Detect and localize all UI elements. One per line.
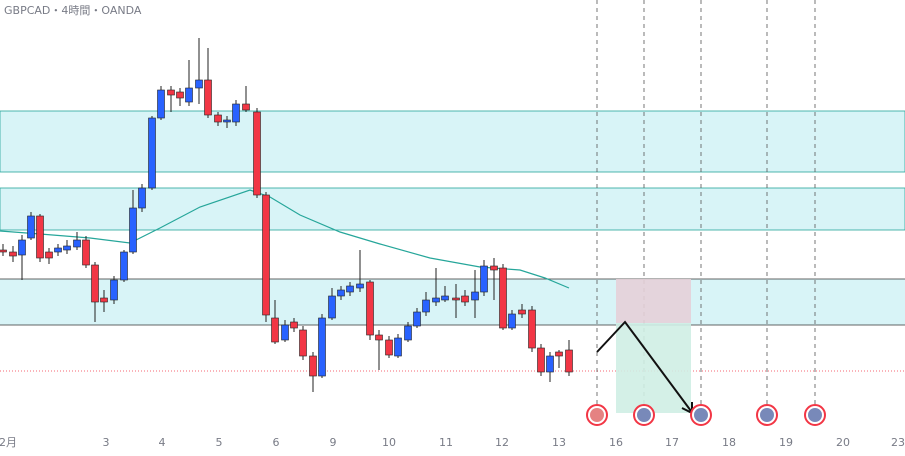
candle-body bbox=[185, 87, 193, 103]
x-tick-label: 10 bbox=[382, 436, 396, 449]
candle-body bbox=[45, 251, 53, 259]
candle-body bbox=[120, 251, 128, 281]
candle-body bbox=[452, 297, 460, 301]
candle-body bbox=[461, 295, 469, 303]
chart-title: GBPCAD・4時間・OANDA bbox=[4, 4, 142, 17]
candle-body bbox=[299, 329, 307, 357]
candle-body bbox=[148, 117, 156, 189]
event-lines bbox=[596, 0, 816, 405]
candle-body bbox=[281, 324, 289, 341]
candle-body bbox=[309, 355, 317, 377]
candle-body bbox=[54, 247, 62, 253]
x-tick-label: 5 bbox=[216, 436, 223, 449]
candle-body bbox=[375, 334, 383, 341]
candle-body bbox=[204, 79, 212, 116]
candle-body bbox=[490, 265, 498, 271]
x-tick-label: 4 bbox=[159, 436, 166, 449]
candle-body bbox=[546, 355, 554, 373]
candle-body bbox=[565, 349, 573, 373]
flag bbox=[694, 408, 708, 422]
candle-body bbox=[290, 321, 298, 329]
candle-body bbox=[422, 299, 430, 313]
candles bbox=[0, 38, 573, 392]
flag bbox=[590, 408, 604, 422]
candle-body bbox=[253, 111, 261, 196]
candle-body bbox=[27, 215, 35, 239]
candle-body bbox=[471, 291, 479, 301]
x-tick-label: 3 bbox=[103, 436, 110, 449]
candle-body bbox=[537, 347, 545, 373]
candle-body bbox=[167, 89, 175, 96]
x-tick-label: 9 bbox=[330, 436, 337, 449]
candle-body bbox=[318, 317, 326, 377]
candle-body bbox=[394, 337, 402, 357]
candle-body bbox=[271, 317, 279, 343]
candle-body bbox=[129, 207, 137, 253]
flag bbox=[760, 408, 774, 422]
flag bbox=[808, 408, 822, 422]
candle-body bbox=[366, 281, 374, 336]
candle-body bbox=[214, 114, 222, 123]
candle-body bbox=[508, 313, 516, 329]
candle-body bbox=[413, 311, 421, 327]
candle-body bbox=[518, 309, 526, 315]
candle-body bbox=[18, 239, 26, 256]
candle-body bbox=[110, 279, 118, 301]
candle-body bbox=[223, 119, 231, 123]
candle-body bbox=[138, 187, 146, 209]
candle-body bbox=[346, 285, 354, 293]
candle-body bbox=[262, 194, 270, 316]
candle-body bbox=[337, 289, 345, 297]
candle-body bbox=[385, 339, 393, 356]
candle-body bbox=[432, 297, 440, 303]
candle-body bbox=[73, 239, 81, 248]
candle-body bbox=[328, 295, 336, 319]
x-tick-label: 19 bbox=[779, 436, 793, 449]
flag bbox=[637, 408, 651, 422]
x-axis: 2月 3 4 5 6 9 10 11 12 13 16 17 18 19 20 23 bbox=[0, 436, 905, 449]
x-tick-label: 16 bbox=[609, 436, 623, 449]
x-tick-label: 6 bbox=[273, 436, 280, 449]
candle-body bbox=[528, 309, 536, 349]
zones bbox=[0, 110, 905, 372]
candle-body bbox=[63, 245, 71, 251]
candle-body bbox=[36, 215, 44, 259]
x-tick-label: 20 bbox=[836, 436, 850, 449]
candle-body bbox=[9, 251, 17, 257]
candle-body bbox=[176, 91, 184, 99]
candle-body bbox=[100, 297, 108, 303]
x-tick-label: 2月 bbox=[0, 436, 17, 449]
x-tick-label: 13 bbox=[552, 436, 566, 449]
candle-body bbox=[356, 283, 364, 289]
candle-body bbox=[441, 295, 449, 301]
candle-body bbox=[242, 103, 250, 111]
candle-body bbox=[404, 325, 412, 341]
x-tick-label: 12 bbox=[495, 436, 509, 449]
event-flags bbox=[586, 404, 826, 426]
candle-body bbox=[91, 264, 99, 303]
candle-body bbox=[499, 267, 507, 329]
x-tick-label: 18 bbox=[722, 436, 736, 449]
candle-body bbox=[82, 239, 90, 266]
x-tick-label: 17 bbox=[665, 436, 679, 449]
x-tick-label: 11 bbox=[439, 436, 453, 449]
candle-body bbox=[480, 265, 488, 293]
candle-body bbox=[195, 79, 203, 89]
candle-body bbox=[232, 103, 240, 123]
position-box bbox=[616, 279, 691, 413]
candle-body bbox=[0, 249, 7, 253]
candle-body bbox=[157, 89, 165, 119]
x-tick-label: 23 bbox=[891, 436, 905, 449]
candle-body bbox=[555, 351, 563, 357]
